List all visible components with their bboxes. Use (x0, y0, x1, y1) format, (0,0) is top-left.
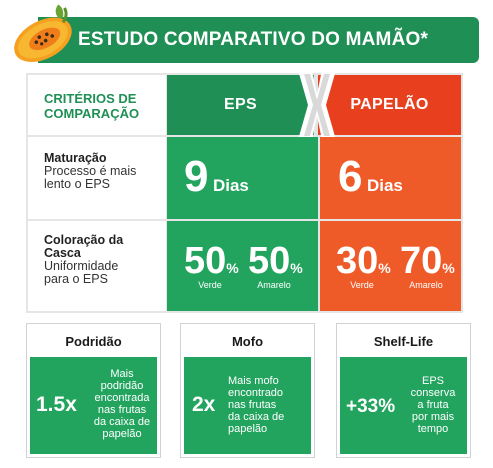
criteria-header-cell (28, 75, 166, 135)
card-mofo-body (184, 357, 311, 454)
criteria-label: CRITÉRIOS DE COMPARAÇÃO (44, 91, 140, 121)
row-coloracao-eps-cell (167, 221, 318, 311)
row-maturacao-label: Maturação Processo é mais lento o EPS (44, 151, 137, 191)
card-podridao-title: Podridão (65, 334, 122, 349)
maturacao-papelao-value: 6 Dias (338, 152, 403, 201)
row-maturacao-eps-cell (167, 137, 318, 219)
card-shelf-life-value: +33% (346, 396, 396, 417)
row-coloracao-label-cell (28, 221, 166, 311)
card-shelf-life-body (340, 357, 467, 454)
card-mofo-value: 2x (192, 393, 216, 416)
row-maturacao-papelao-cell (320, 137, 461, 219)
card-mofo-title: Mofo (231, 334, 264, 349)
column-header-papelao: PAPELÃO (318, 75, 461, 135)
row-maturacao-label-cell (28, 137, 166, 219)
coloracao-eps-amarelo: 50% Amarelo (248, 240, 303, 290)
coloracao-eps-verde: 50% Verde (184, 240, 239, 290)
card-mofo-text: Mais mofo encontrado nas frutas da caixa… (228, 375, 285, 435)
column-header-eps: EPS (167, 75, 314, 135)
coloracao-papelao-amarelo: 70% Amarelo (400, 240, 455, 290)
card-podridao-text: Mais podridão encontrada nas frutas da c… (93, 368, 151, 440)
maturacao-eps-value: 9 Dias (184, 152, 249, 201)
card-shelf-life-title: Shelf-Life (373, 334, 434, 349)
row-coloracao-papelao-cell (320, 221, 461, 311)
papaya-icon (14, 4, 72, 62)
page-title: ESTUDO COMPARATIVO DO MAMÃO* (78, 29, 429, 50)
row-coloracao-label: Coloração da Casca Uniformidade para o E… (44, 233, 124, 286)
card-podridao-value: 1.5x (36, 393, 77, 416)
coloracao-papelao-verde: 30% Verde (336, 240, 391, 290)
header-bar (38, 17, 479, 63)
x-icon (298, 70, 336, 140)
card-podridao-body (30, 357, 157, 454)
card-shelf-life-text: EPS conserva a fruta por mais tempo (410, 375, 456, 435)
